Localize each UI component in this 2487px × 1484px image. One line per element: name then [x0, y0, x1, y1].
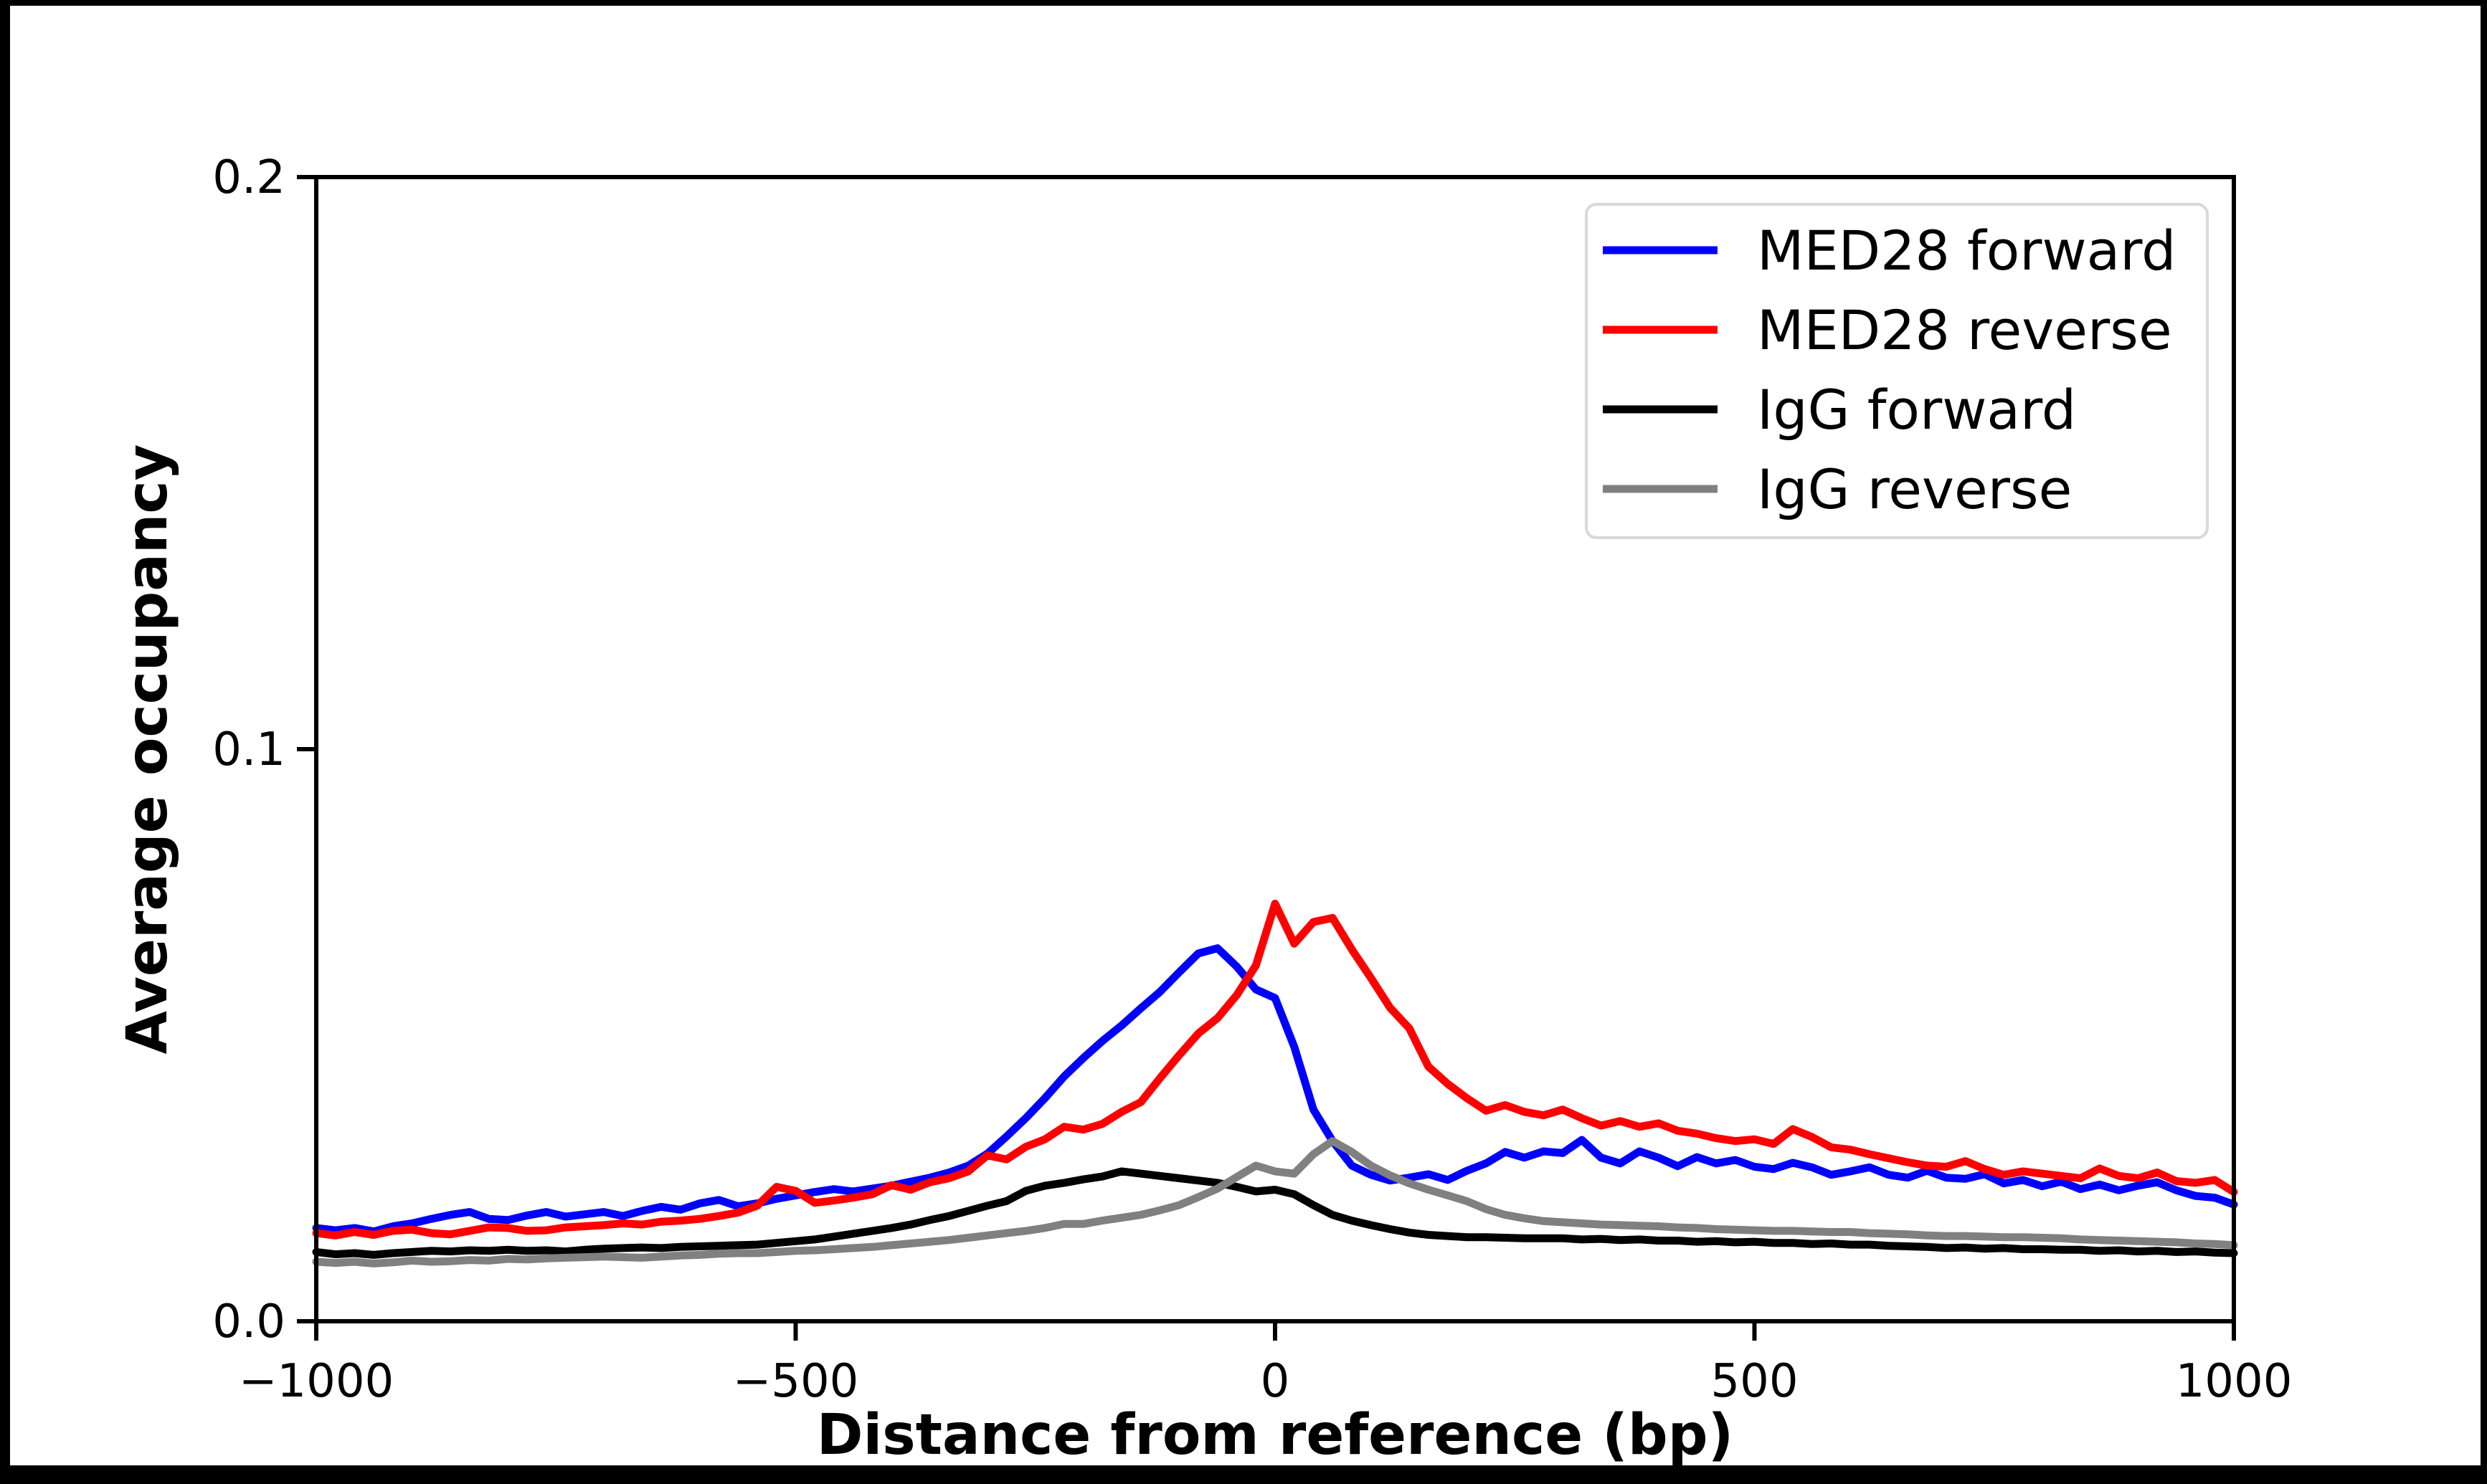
legend-label-igg-reverse: IgG reverse [1757, 457, 2072, 521]
series-line-med28-reverse [312, 900, 2238, 1240]
x-tick-label: 0 [1261, 1355, 1290, 1408]
legend-box [1585, 203, 2209, 539]
axes-box [314, 175, 2236, 1323]
legend-label-med28-forward: MED28 forward [1757, 219, 2176, 282]
series-line-igg-forward [312, 1167, 2238, 1259]
y-tick-label: 0.2 [212, 151, 285, 204]
x-tick-label: 1000 [2176, 1355, 2293, 1408]
legend-label-med28-reverse: MED28 reverse [1757, 298, 2172, 362]
x-tick-label: 500 [1710, 1355, 1798, 1408]
legend: MED28 forward MED28 reverse IgG forward IgG… [1585, 203, 2209, 539]
y-tick-label: 0.0 [212, 1295, 285, 1349]
y-tick-label: 0.1 [212, 723, 285, 776]
x-tick-label: −1000 [239, 1355, 394, 1408]
x-axis-label: Distance from reference (bp) [817, 1403, 1733, 1468]
x-tick-label: −500 [733, 1355, 859, 1408]
series-line-igg-reverse [312, 1137, 2238, 1267]
y-axis-label: Average occupancy [115, 444, 180, 1055]
legend-label-igg-forward: IgG forward [1757, 378, 2076, 442]
series-line-med28-forward [312, 944, 2238, 1236]
